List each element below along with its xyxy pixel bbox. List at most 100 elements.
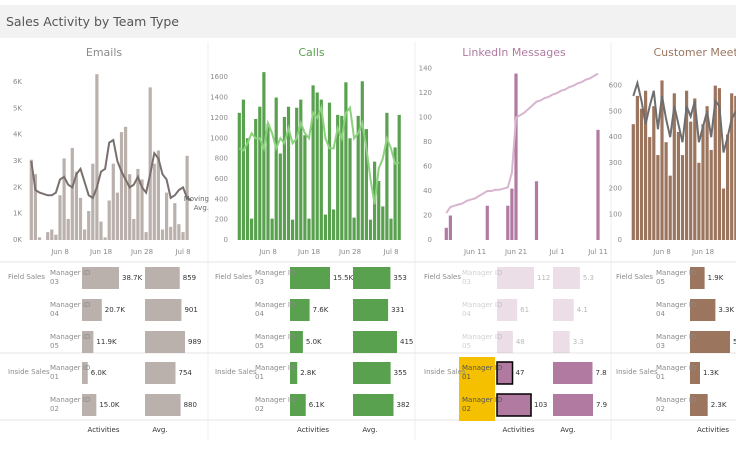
bar	[336, 114, 340, 240]
activity-bar	[690, 362, 700, 384]
bar	[327, 102, 332, 240]
bar	[66, 218, 70, 240]
y-tick-label: 0	[224, 236, 228, 244]
bar	[124, 126, 128, 240]
manager-label: Manager ID 05	[255, 333, 296, 350]
bar	[62, 158, 66, 240]
avg-value-label: 382	[397, 401, 410, 409]
activity-bar	[496, 393, 532, 417]
bar	[103, 237, 107, 240]
chart-title: LinkedIn Messages	[462, 46, 566, 59]
bar	[144, 232, 148, 240]
bar	[360, 81, 364, 240]
bar	[668, 175, 672, 240]
bar	[676, 131, 680, 240]
activity-value-label: 47	[516, 369, 525, 377]
bar	[307, 218, 311, 240]
x-tick-label: Jul 1	[548, 248, 564, 256]
activity-value-label: 3.3K	[718, 306, 734, 314]
chart-title: Emails	[86, 46, 123, 59]
bar	[29, 159, 33, 240]
bar	[107, 200, 111, 240]
bar	[332, 209, 336, 240]
bar	[697, 162, 701, 240]
avg-bar	[145, 299, 182, 321]
manager-label: Manager ID 05	[462, 333, 503, 350]
bar	[664, 142, 668, 240]
y-tick-label: 100	[419, 114, 432, 122]
activity-value-label: 48	[516, 338, 525, 346]
annotation: Moving Avg.	[183, 195, 209, 212]
y-tick-label: 4K	[13, 131, 22, 139]
group-label: Field Sales	[8, 273, 46, 281]
manager-label: Manager ID 01	[462, 364, 503, 381]
avg-bar	[353, 362, 391, 384]
manager-label: Manager ID 05	[656, 269, 697, 286]
y-tick-label: 1600	[210, 73, 228, 81]
column-header: Activities	[503, 426, 535, 434]
x-tick-label: Jun 8	[258, 248, 277, 256]
bar	[303, 135, 307, 240]
activity-value-label: 7.6K	[313, 306, 329, 314]
y-tick-label: 200	[215, 216, 228, 224]
bar	[448, 215, 452, 240]
bar	[701, 124, 705, 240]
avg-bar	[353, 394, 394, 416]
bar	[485, 205, 489, 240]
bar	[115, 192, 119, 240]
manager-label: Manager ID 05	[50, 333, 91, 350]
bar	[83, 229, 87, 240]
avg-value-label: 859	[183, 274, 196, 282]
bar	[91, 163, 95, 240]
bar	[713, 85, 717, 241]
bar	[726, 134, 730, 240]
activity-bar	[690, 299, 716, 321]
avg-value-label: 4.1	[577, 306, 588, 314]
avg-bar	[145, 331, 185, 353]
y-tick-label: 2K	[13, 183, 22, 191]
y-tick-label: 1000	[210, 134, 228, 142]
activity-bar	[690, 267, 705, 289]
y-tick-label: 0K	[13, 236, 22, 244]
activity-value-label: 112	[537, 274, 550, 282]
group-label: Inside Sales	[424, 368, 466, 376]
x-tick-label: Jun 18	[691, 248, 714, 256]
avg-bar	[353, 267, 391, 289]
avg-value-label: 415	[400, 338, 413, 346]
avg-value-label: 989	[188, 338, 201, 346]
bar	[111, 163, 115, 240]
bar	[181, 232, 185, 240]
bar	[160, 229, 165, 240]
y-tick-label: 120	[419, 89, 432, 97]
avg-value-label: 901	[184, 306, 197, 314]
activity-bar	[290, 331, 303, 353]
moving-average-line	[632, 79, 736, 153]
group-label: Field Sales	[616, 273, 654, 281]
avg-value-label: 754	[178, 369, 192, 377]
bar	[282, 116, 286, 240]
y-tick-label: 800	[215, 155, 228, 163]
bar	[311, 85, 315, 240]
bar	[680, 155, 685, 240]
bar	[258, 106, 262, 240]
bar	[377, 180, 381, 240]
bar	[352, 217, 356, 240]
avg-value-label: 3.3	[573, 338, 584, 346]
bar	[652, 106, 656, 240]
activity-bar	[82, 299, 102, 321]
bar	[717, 88, 721, 240]
bar	[87, 211, 91, 240]
avg-bar	[553, 362, 593, 384]
x-tick-label: Jun 8	[50, 248, 69, 256]
manager-label: Manager ID 02	[50, 396, 91, 413]
bar	[689, 121, 693, 240]
y-tick-label: 6K	[13, 78, 22, 86]
activity-value-label: 2.3K	[711, 401, 727, 409]
bar	[58, 195, 62, 240]
bar	[119, 132, 124, 240]
x-tick-label: Jun 21	[504, 248, 527, 256]
group-label: Inside Sales	[215, 368, 257, 376]
bar	[169, 226, 173, 240]
